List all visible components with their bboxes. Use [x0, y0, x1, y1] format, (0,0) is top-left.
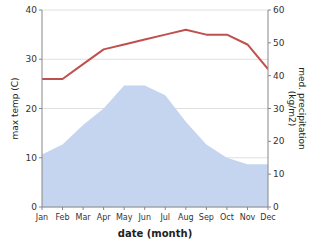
tick-mark — [165, 207, 166, 210]
tick-mark — [226, 207, 227, 210]
tick-label: 40 — [26, 5, 38, 15]
line — [42, 30, 268, 79]
area — [42, 86, 268, 207]
tick-label: Aug — [178, 213, 194, 222]
tick-mark — [144, 207, 145, 210]
label-line: med. precipitation — [297, 67, 307, 149]
tick-label: Sep — [199, 213, 214, 222]
tick-label: 60 — [273, 5, 285, 15]
axis-line — [268, 10, 269, 207]
tick-label: Apr — [97, 213, 112, 222]
chart: 0 10 20 30 40 0 10 20 30 40 50 60 Jan Feb Mar Apr May Jun… — [0, 0, 318, 247]
tick-label: Oct — [220, 213, 234, 222]
tick-mark — [62, 207, 63, 210]
plot-area — [42, 30, 268, 207]
tick-mark — [206, 207, 207, 210]
tick-label: Jul — [159, 213, 170, 222]
tick-label: 10 — [273, 169, 285, 179]
label-line: (kg/m2) — [287, 91, 297, 126]
grid-line — [42, 59, 268, 60]
tick-mark — [103, 207, 104, 210]
axis-line — [42, 207, 268, 208]
tick-label: 40 — [273, 71, 285, 81]
tick-label: 0 — [31, 202, 37, 212]
tick-mark — [42, 207, 43, 210]
tick-label: Nov — [240, 213, 256, 222]
tick-label: 10 — [26, 153, 38, 163]
tick-label: Jun — [137, 213, 151, 222]
y2-axis-label: med. precipitation(kg/m2) — [287, 67, 307, 149]
tick-label: Dec — [260, 213, 275, 222]
tick-label: 0 — [273, 202, 279, 212]
tick-label: May — [116, 213, 133, 222]
tick-mark — [124, 207, 125, 210]
tick-mark — [185, 207, 186, 210]
tick-label: 50 — [273, 38, 285, 48]
tick-label: 30 — [273, 104, 285, 114]
tick-mark — [247, 207, 248, 210]
tick-label: 30 — [26, 54, 38, 64]
axis-line — [42, 10, 43, 207]
tick-label: Jan — [35, 213, 48, 222]
grid-line — [42, 10, 268, 11]
tick-mark — [83, 207, 84, 210]
x-axis-label: date (month) — [118, 228, 192, 239]
tick-mark — [268, 207, 269, 210]
tick-label: 20 — [273, 136, 285, 146]
y-axis-label: max temp (C) — [10, 77, 20, 139]
tick-label: Mar — [76, 213, 92, 222]
tick-label: 20 — [26, 104, 38, 114]
grid-line — [42, 207, 268, 208]
tick-label: Feb — [55, 213, 69, 222]
